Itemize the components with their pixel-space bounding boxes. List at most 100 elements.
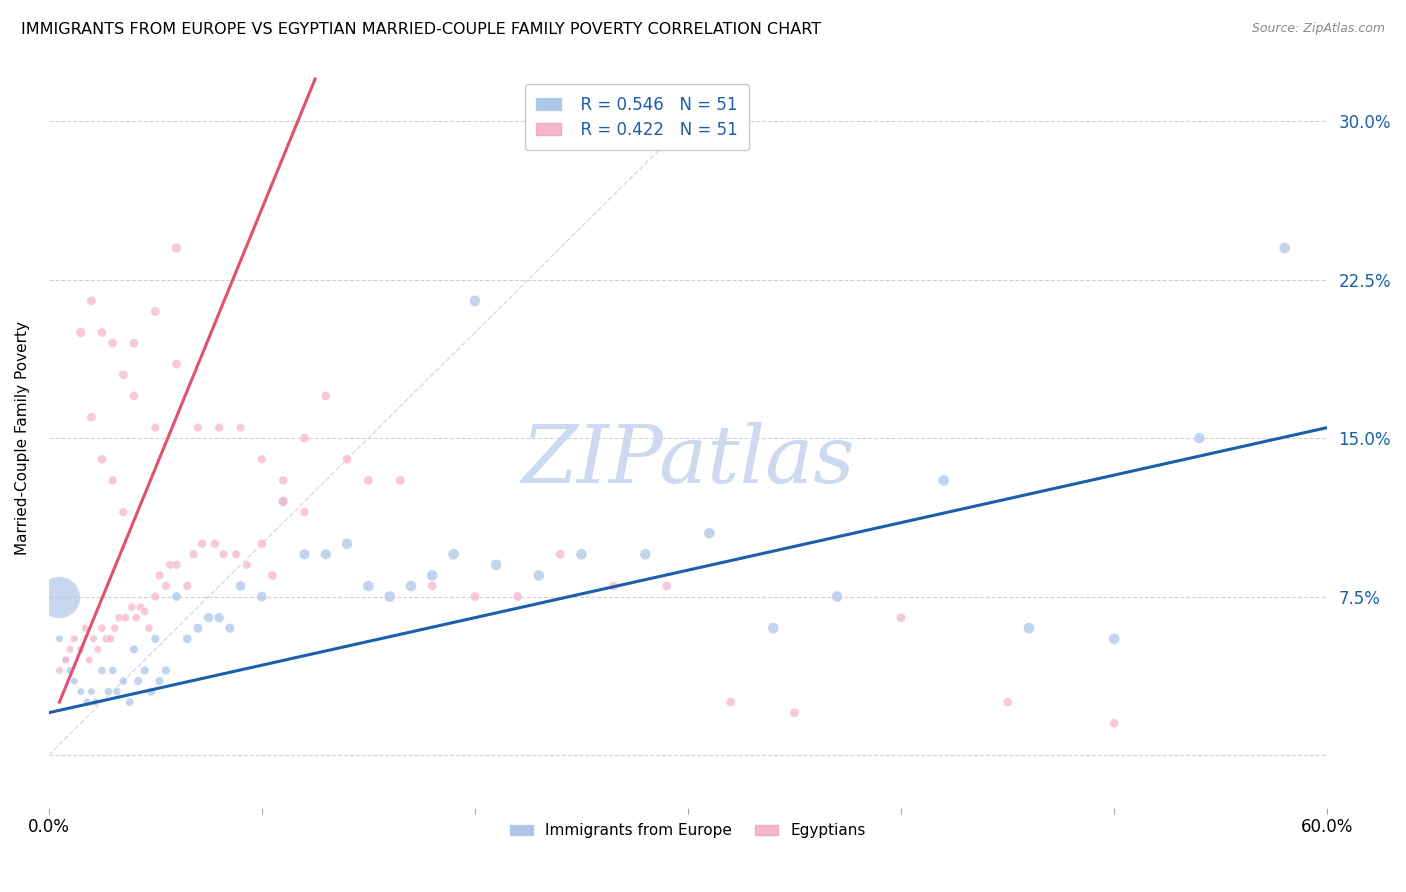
Point — [294, 431, 316, 445]
Point — [48, 590, 70, 604]
Point — [80, 684, 103, 698]
Point — [1188, 431, 1211, 445]
Point — [159, 558, 181, 572]
Point — [697, 526, 720, 541]
Point — [118, 695, 141, 709]
Point — [143, 304, 166, 318]
Point — [166, 590, 188, 604]
Point — [112, 368, 135, 382]
Point — [112, 673, 135, 688]
Point — [125, 610, 148, 624]
Point — [1274, 241, 1296, 255]
Point — [176, 579, 198, 593]
Point — [176, 632, 198, 646]
Point — [76, 695, 98, 709]
Point — [1102, 716, 1125, 731]
Point — [204, 537, 226, 551]
Point — [69, 326, 91, 340]
Point — [336, 452, 359, 467]
Point — [84, 695, 107, 709]
Point — [166, 558, 188, 572]
Point — [134, 604, 156, 618]
Point — [464, 293, 486, 308]
Point — [212, 547, 235, 561]
Text: ZIPatlas: ZIPatlas — [522, 422, 855, 499]
Point — [262, 568, 284, 582]
Point — [122, 336, 145, 351]
Point — [101, 664, 124, 678]
Point — [69, 684, 91, 698]
Point — [55, 653, 77, 667]
Point — [997, 695, 1019, 709]
Point — [236, 558, 259, 572]
Point — [336, 537, 359, 551]
Point — [250, 452, 273, 467]
Point — [389, 474, 412, 488]
Point — [548, 547, 571, 561]
Point — [100, 632, 122, 646]
Point — [59, 642, 82, 657]
Point — [143, 632, 166, 646]
Point — [250, 537, 273, 551]
Point — [129, 600, 152, 615]
Point — [122, 389, 145, 403]
Point — [1018, 621, 1040, 635]
Point — [506, 590, 529, 604]
Point — [932, 474, 955, 488]
Point — [315, 547, 337, 561]
Point — [59, 664, 82, 678]
Point — [112, 505, 135, 519]
Point — [187, 621, 209, 635]
Point — [114, 610, 136, 624]
Point — [271, 494, 294, 508]
Point — [80, 410, 103, 425]
Point — [101, 336, 124, 351]
Point — [91, 621, 114, 635]
Point — [101, 474, 124, 488]
Point — [357, 579, 380, 593]
Point — [148, 673, 170, 688]
Point — [73, 621, 96, 635]
Point — [108, 610, 131, 624]
Point — [166, 357, 188, 371]
Point — [183, 547, 205, 561]
Point — [271, 474, 294, 488]
Point — [229, 420, 252, 434]
Legend: Immigrants from Europe, Egyptians: Immigrants from Europe, Egyptians — [505, 817, 872, 845]
Point — [105, 684, 128, 698]
Point — [571, 547, 593, 561]
Point — [378, 590, 401, 604]
Point — [602, 579, 624, 593]
Point — [357, 474, 380, 488]
Point — [225, 547, 247, 561]
Point — [485, 558, 508, 572]
Point — [294, 547, 316, 561]
Point — [96, 632, 118, 646]
Text: IMMIGRANTS FROM EUROPE VS EGYPTIAN MARRIED-COUPLE FAMILY POVERTY CORRELATION CHA: IMMIGRANTS FROM EUROPE VS EGYPTIAN MARRI… — [21, 22, 821, 37]
Point — [82, 632, 104, 646]
Point — [420, 579, 443, 593]
Point — [155, 664, 177, 678]
Point — [87, 642, 110, 657]
Point — [122, 642, 145, 657]
Point — [91, 326, 114, 340]
Point — [1102, 632, 1125, 646]
Point — [148, 568, 170, 582]
Point — [315, 389, 337, 403]
Point — [464, 590, 486, 604]
Point — [655, 579, 678, 593]
Point — [143, 590, 166, 604]
Point — [121, 600, 143, 615]
Point — [139, 684, 162, 698]
Point — [218, 621, 240, 635]
Point — [191, 537, 214, 551]
Point — [399, 579, 422, 593]
Point — [80, 293, 103, 308]
Point — [155, 579, 177, 593]
Point — [166, 241, 188, 255]
Point — [634, 547, 657, 561]
Point — [527, 568, 550, 582]
Text: Source: ZipAtlas.com: Source: ZipAtlas.com — [1251, 22, 1385, 36]
Point — [890, 610, 912, 624]
Point — [55, 653, 77, 667]
